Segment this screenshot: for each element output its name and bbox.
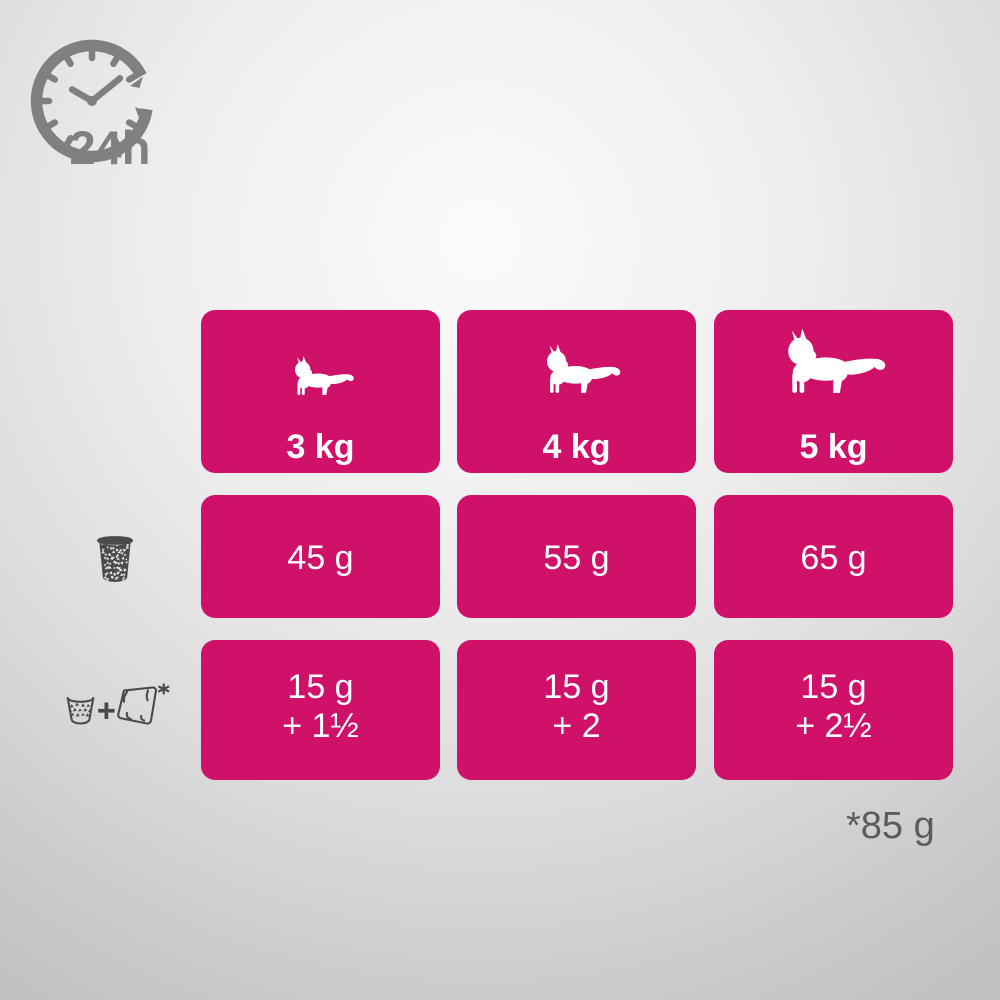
svg-text:24h: 24h [70,121,151,168]
